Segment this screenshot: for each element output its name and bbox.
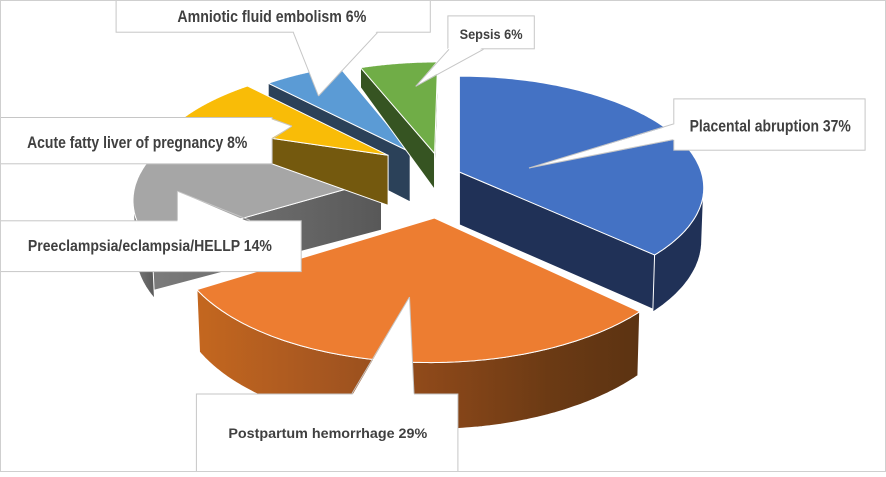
svg-text:Amniotic fluid embolism 6%: Amniotic fluid embolism 6% (177, 7, 366, 26)
svg-text:Acute fatty liver of pregnancy: Acute fatty liver of pregnancy 8% (27, 134, 247, 152)
svg-text:Postpartum hemorrhage 29%: Postpartum hemorrhage 29% (228, 426, 427, 442)
svg-text:Placental abruption 37%: Placental abruption 37% (690, 117, 851, 135)
svg-text:Sepsis 6%: Sepsis 6% (460, 27, 523, 43)
svg-text:Preeclampsia/eclampsia/HELLP 1: Preeclampsia/eclampsia/HELLP 14% (28, 238, 272, 255)
